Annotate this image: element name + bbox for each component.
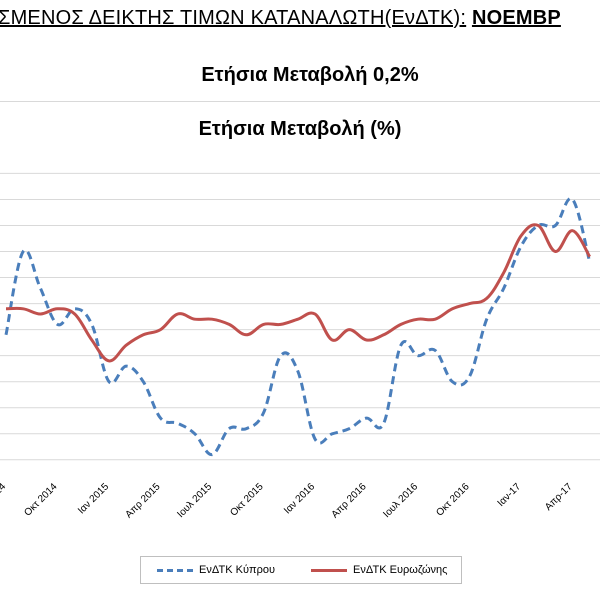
report-title-month: ΝΟΕΜΒΡ (471, 7, 561, 29)
legend-solid-line-icon (311, 569, 347, 572)
x-tick-label: Οκτ 2015 (228, 481, 266, 519)
x-tick-label: Ιαν 2015 (76, 481, 111, 516)
x-tick-label: Ιουλ 2016 (381, 481, 420, 520)
report-title: ΣΜΕΝΟΣ ΔΕΙΚΤΗΣ ΤΙΜΩΝ ΚΑΤΑΝΑΛΩΤΗ(ΕνΔΤΚ): … (0, 6, 600, 30)
annual-change-headline: Ετήσια Μεταβολή 0,2% (201, 64, 419, 86)
legend-item-eurozone: ΕνΔΤΚ Ευρωζώνης (311, 557, 461, 583)
legend-label-cyprus: ΕνΔΤΚ Κύπρου (199, 564, 275, 576)
x-tick-label: Ιουλ 2014 (0, 481, 8, 520)
series-line-cyprus (4, 196, 592, 457)
x-tick-label: Οκτ 2014 (22, 481, 60, 519)
legend-item-cyprus: ΕνΔΤΚ Κύπρου (157, 557, 307, 583)
x-tick-label: Οκτ 2016 (434, 481, 472, 519)
legend-dashed-line-icon (157, 569, 193, 572)
chart-legend: ΕνΔΤΚ Κύπρου ΕνΔΤΚ Ευρωζώνης (140, 556, 462, 584)
series-lines (4, 196, 592, 457)
x-tick-label: Ιαν 2016 (282, 481, 317, 516)
x-tick-label: Απρ-17 (543, 481, 575, 513)
series-line-eurozone (5, 223, 591, 363)
report-title-text: ΣΜΕΝΟΣ ΔΕΙΚΤΗΣ ΤΙΜΩΝ ΚΑΤΑΝΑΛΩΤΗ(ΕνΔΤΚ): (0, 7, 467, 29)
legend-label-eurozone: ΕνΔΤΚ Ευρωζώνης (353, 564, 448, 576)
x-tick-label: Απρ 2015 (124, 481, 163, 520)
gridlines (0, 172, 600, 461)
chart-area-frame (0, 101, 600, 590)
chart-title: Ετήσια Μεταβολή (%) (198, 118, 402, 140)
x-tick-label: Ιαν-17 (496, 481, 524, 509)
x-axis-tick-labels: Ιουλ 2014 Οκτ 2014 Ιαν 2015 Απρ 2015 Ιουλ 20… (0, 481, 575, 520)
x-tick-label: Ιουλ 2015 (175, 481, 214, 520)
x-tick-label: Απρ 2016 (330, 481, 369, 520)
